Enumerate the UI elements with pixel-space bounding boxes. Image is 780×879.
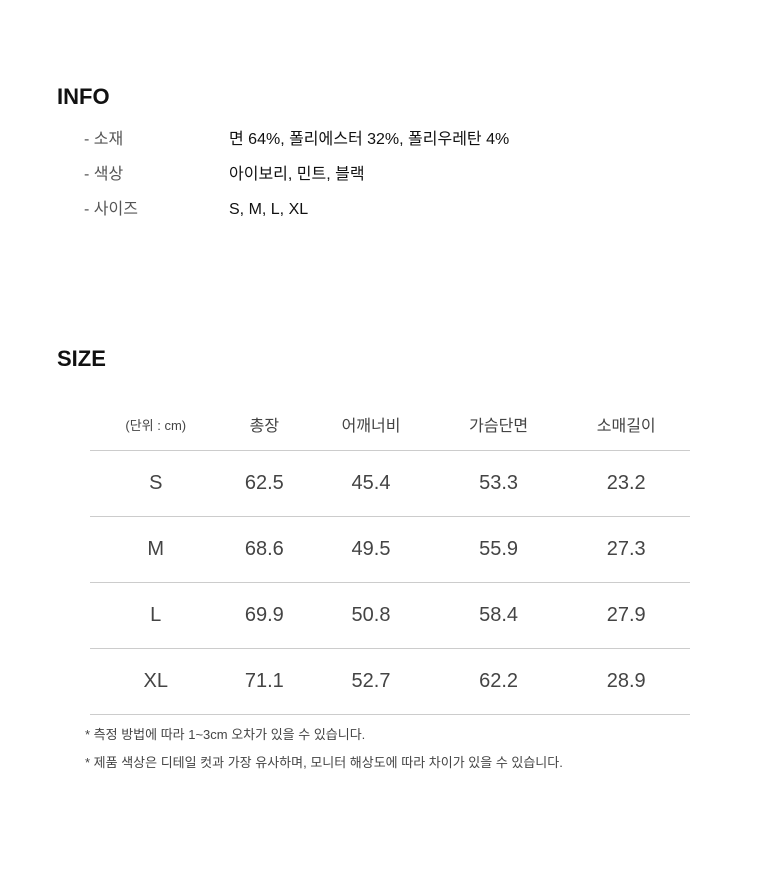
table-cell: 49.5 xyxy=(307,516,435,583)
info-label: - 사이즈 xyxy=(84,201,138,218)
table-cell: 28.9 xyxy=(562,648,690,715)
table-cell: 71.1 xyxy=(221,648,308,715)
size-cell: XL xyxy=(90,648,222,715)
table-row: S 62.5 45.4 53.3 23.2 xyxy=(90,450,690,517)
table-cell: 45.4 xyxy=(307,450,435,517)
table-cell: 58.4 xyxy=(434,582,563,649)
info-label: - 소재 xyxy=(84,131,124,148)
size-cell: M xyxy=(90,516,222,583)
table-cell: 23.2 xyxy=(562,450,690,517)
table-row: M 68.6 49.5 55.9 27.3 xyxy=(90,516,690,583)
table-header-row: (단위 : cm) 총장 어깨너비 가슴단면 소매길이 xyxy=(90,398,690,451)
table-cell: 62.2 xyxy=(434,648,563,715)
size-cell: S xyxy=(90,450,222,517)
table-row: L 69.9 50.8 58.4 27.9 xyxy=(90,582,690,649)
column-header: 총장 xyxy=(249,418,280,435)
table-cell: 62.5 xyxy=(221,450,308,517)
info-value: 아이보리, 민트, 블랙 xyxy=(229,166,365,183)
info-value: 면 64%, 폴리에스터 32%, 폴리우레탄 4% xyxy=(229,131,510,148)
info-value: S, M, L, XL xyxy=(229,201,309,218)
table-cell: 55.9 xyxy=(434,516,563,583)
table-row: XL 71.1 52.7 62.2 28.9 xyxy=(90,648,690,715)
size-table: (단위 : cm) 총장 어깨너비 가슴단면 소매길이 S 62.5 45.4 … xyxy=(90,398,690,715)
table-cell: 27.3 xyxy=(562,516,690,583)
table-cell: 27.9 xyxy=(562,582,690,649)
column-header: 소매길이 xyxy=(596,418,656,435)
table-cell: 50.8 xyxy=(307,582,435,649)
color-note: * 제품 색상은 디테일 컷과 가장 유사하며, 모니터 해상도에 따라 차이가… xyxy=(85,755,563,770)
table-cell: 53.3 xyxy=(434,450,563,517)
column-header: 가슴단면 xyxy=(469,418,529,435)
table-cell: 52.7 xyxy=(307,648,435,715)
unit-header: (단위 : cm) xyxy=(125,417,187,433)
table-cell: 69.9 xyxy=(221,582,308,649)
table-cell: 68.6 xyxy=(221,516,308,583)
info-label: - 색상 xyxy=(84,166,124,183)
measurement-note: * 측정 방법에 따라 1~3cm 오차가 있을 수 있습니다. xyxy=(85,727,366,742)
info-heading: INFO xyxy=(57,84,110,109)
size-cell: L xyxy=(90,582,222,649)
column-header: 어깨너비 xyxy=(341,418,401,435)
size-heading: SIZE xyxy=(57,346,106,371)
